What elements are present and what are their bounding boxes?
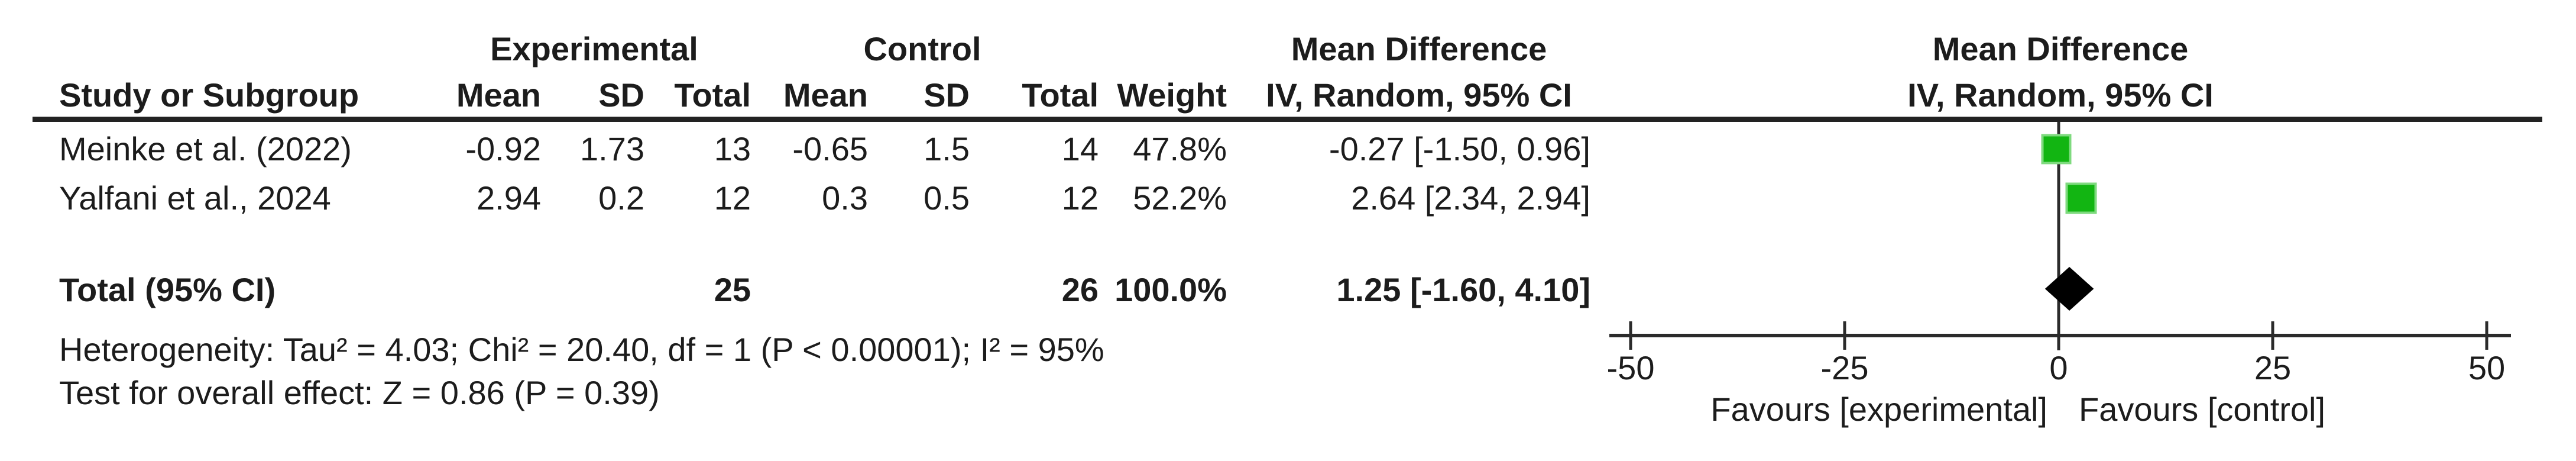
total-exp-total: 25 xyxy=(714,271,751,308)
exp-mean-value: 2.94 xyxy=(477,179,541,217)
column-header-exp-sd: SD xyxy=(598,76,644,114)
axis-tick-label: 50 xyxy=(2468,349,2506,386)
axis-tick-label: 0 xyxy=(2049,349,2068,386)
column-header-ctrl-mean: Mean xyxy=(783,76,868,114)
study-name: Meinke et al. (2022) xyxy=(59,130,352,167)
column-header-exp-mean: Mean xyxy=(456,76,541,114)
group-header-control: Control xyxy=(863,30,981,67)
study-marker xyxy=(2065,182,2097,214)
ctrl-mean-value: -0.65 xyxy=(792,130,868,167)
total-md-ci: 1.25 [-1.60, 4.10] xyxy=(1336,271,1590,308)
exp-sd-value: 1.73 xyxy=(580,130,644,167)
axis-tick xyxy=(1843,321,1846,350)
plot-header-mean-difference: Mean Difference xyxy=(1932,30,2189,67)
total-label: Total (95% CI) xyxy=(59,271,276,308)
axis-tick xyxy=(2485,321,2488,350)
column-header-weight: Weight xyxy=(1117,76,1227,114)
ctrl-total-value: 12 xyxy=(1061,179,1099,217)
exp-total-value: 12 xyxy=(714,179,751,217)
ctrl-mean-value: 0.3 xyxy=(822,179,868,217)
column-header-mean-difference: Mean Difference xyxy=(1291,30,1547,67)
ctrl-total-value: 14 xyxy=(1061,130,1099,167)
column-header-iv-random: IV, Random, 95% CI xyxy=(1266,76,1572,114)
column-header-exp-total: Total xyxy=(674,76,751,114)
total-ctrl-total: 26 xyxy=(1061,271,1099,308)
pooled-effect-diamond xyxy=(2044,267,2094,311)
x-axis-line xyxy=(1609,334,2511,337)
axis-tick-label: 25 xyxy=(2254,349,2292,386)
heterogeneity-text: Heterogeneity: Tau² = 4.03; Chi² = 20.40… xyxy=(59,331,1104,368)
weight-value: 52.2% xyxy=(1133,179,1227,217)
favours-left-label: Favours [experimental] xyxy=(1710,391,2047,428)
plot-header-iv-random: IV, Random, 95% CI xyxy=(1907,76,2214,114)
column-header-ctrl-total: Total xyxy=(1022,76,1099,114)
exp-total-value: 13 xyxy=(714,130,751,167)
study-marker xyxy=(2041,134,2072,165)
axis-tick xyxy=(2057,321,2060,350)
header-divider xyxy=(33,116,2542,122)
axis-tick-label: -25 xyxy=(1820,349,1869,386)
exp-sd-value: 0.2 xyxy=(598,179,644,217)
exp-mean-value: -0.92 xyxy=(465,130,541,167)
weight-value: 47.8% xyxy=(1133,130,1227,167)
axis-tick xyxy=(1629,321,1632,350)
study-name: Yalfani et al., 2024 xyxy=(59,179,331,217)
total-weight: 100.0% xyxy=(1114,271,1227,308)
favours-right-label: Favours [control] xyxy=(2079,391,2326,428)
ctrl-sd-value: 1.5 xyxy=(924,130,970,167)
column-header-study: Study or Subgroup xyxy=(59,76,359,114)
group-header-experimental: Experimental xyxy=(490,30,698,67)
ctrl-sd-value: 0.5 xyxy=(924,179,970,217)
md-ci-value: 2.64 [2.34, 2.94] xyxy=(1351,179,1590,217)
axis-tick xyxy=(2271,321,2274,350)
zero-line xyxy=(2057,122,2060,350)
column-header-ctrl-sd: SD xyxy=(924,76,970,114)
md-ci-value: -0.27 [-1.50, 0.96] xyxy=(1328,130,1590,167)
overall-effect-text: Test for overall effect: Z = 0.86 (P = 0… xyxy=(59,374,660,411)
axis-tick-label: -50 xyxy=(1606,349,1655,386)
